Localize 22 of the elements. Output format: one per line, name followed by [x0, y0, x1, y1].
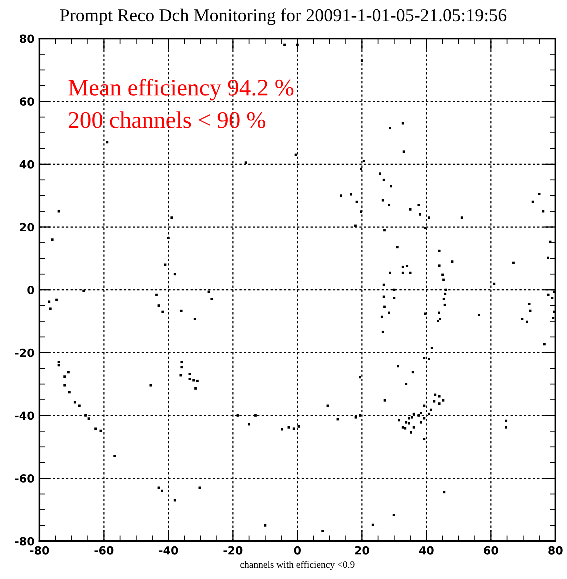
annotation: Mean efficiency 94.2 % [68, 79, 294, 101]
x-axis-title: channels with efficiency <0.9 [240, 561, 355, 570]
annotation: 200 channels < 90 % [69, 112, 266, 128]
y-tick-label: -40 [15, 412, 34, 420]
y-tick-label: -20 [15, 348, 34, 358]
x-tick-label: 60 [484, 546, 498, 555]
y-tick-label: 20 [20, 223, 34, 232]
y-tick-label: -80 [15, 537, 34, 546]
x-tick-label: 20 [355, 546, 370, 555]
y-tick-label: 0 [28, 286, 34, 294]
y-tick-label: -60 [15, 474, 34, 483]
y-tick-label: 80 [20, 34, 34, 44]
x-tick-label: 0 [294, 546, 302, 555]
x-tick-label: -40 [159, 546, 178, 555]
x-tick-label: 80 [548, 546, 563, 555]
chart-title: Prompt Reco Dch Monitoring for 20091-1-01-05-21.05:19:56 [60, 8, 507, 26]
y-tick-label: 60 [20, 98, 34, 106]
x-tick-label: -60 [94, 546, 114, 555]
y-tick-label: 40 [20, 160, 34, 169]
x-tick-label: -20 [224, 546, 243, 555]
x-tick-label: 40 [419, 546, 434, 555]
x-tick-label: -80 [30, 546, 50, 555]
